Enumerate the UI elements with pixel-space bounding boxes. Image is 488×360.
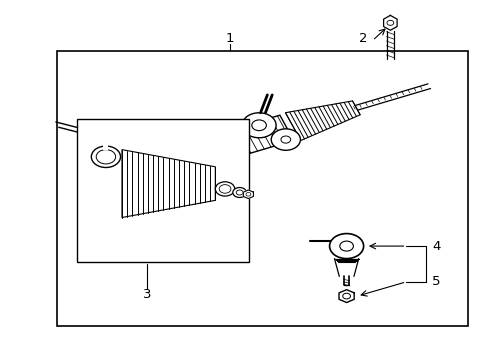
Polygon shape (181, 115, 293, 170)
Text: 1: 1 (225, 32, 234, 45)
Circle shape (245, 193, 250, 196)
Circle shape (194, 146, 205, 154)
Circle shape (91, 146, 120, 167)
Bar (103, 144, 108, 150)
Circle shape (281, 136, 290, 143)
Bar (77, 119, 249, 262)
Polygon shape (122, 150, 215, 217)
Circle shape (219, 185, 230, 193)
Circle shape (386, 20, 393, 25)
Text: 2: 2 (359, 32, 367, 45)
Circle shape (232, 188, 246, 198)
Bar (57, 51, 467, 327)
Polygon shape (285, 101, 360, 140)
Circle shape (251, 120, 266, 131)
Circle shape (184, 139, 215, 162)
Circle shape (96, 150, 116, 164)
Circle shape (242, 113, 276, 138)
Circle shape (236, 190, 243, 195)
Circle shape (339, 241, 353, 251)
Polygon shape (104, 129, 176, 166)
Circle shape (329, 234, 363, 258)
Polygon shape (383, 15, 396, 30)
Text: 4: 4 (431, 240, 440, 253)
Text: 3: 3 (142, 288, 151, 301)
Circle shape (342, 293, 350, 299)
Polygon shape (338, 290, 353, 302)
Circle shape (271, 129, 300, 150)
Polygon shape (243, 190, 253, 199)
Circle shape (215, 182, 234, 196)
Text: 5: 5 (431, 275, 440, 288)
Bar (102, 131, 107, 147)
